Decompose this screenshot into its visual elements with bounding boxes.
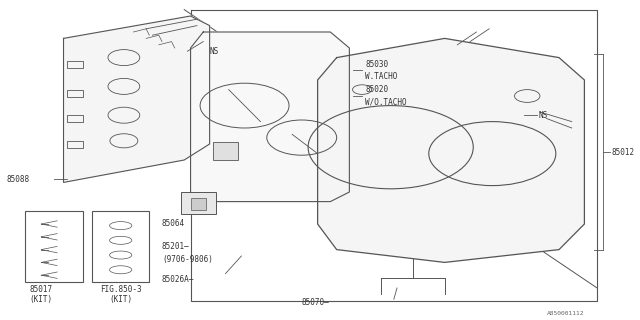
Bar xyxy=(67,141,83,148)
Bar xyxy=(92,211,149,282)
Text: (KIT): (KIT) xyxy=(109,295,132,304)
Text: (9706-9806): (9706-9806) xyxy=(162,255,213,264)
Text: NS: NS xyxy=(210,47,219,56)
Polygon shape xyxy=(63,16,210,182)
Text: (KIT): (KIT) xyxy=(29,295,53,304)
Text: W.TACHO: W.TACHO xyxy=(365,72,397,81)
Bar xyxy=(67,90,83,97)
Text: W/O.TACHO: W/O.TACHO xyxy=(365,98,407,107)
Text: 85030: 85030 xyxy=(365,60,388,68)
Text: FIG.850-3: FIG.850-3 xyxy=(100,285,141,294)
Bar xyxy=(181,192,216,214)
Bar xyxy=(67,61,83,68)
Bar xyxy=(67,115,83,122)
Text: 85012: 85012 xyxy=(612,148,635,156)
Text: 85201—: 85201— xyxy=(162,242,189,251)
Polygon shape xyxy=(317,38,584,262)
Text: 85064: 85064 xyxy=(162,220,185,228)
Bar xyxy=(213,142,238,160)
Text: NS: NS xyxy=(539,111,548,120)
Bar xyxy=(191,198,207,210)
Text: A850001112: A850001112 xyxy=(547,311,584,316)
Text: 85070—: 85070— xyxy=(301,298,330,307)
Polygon shape xyxy=(191,32,349,202)
Bar xyxy=(26,211,83,282)
Text: 85020: 85020 xyxy=(365,85,388,94)
Text: 85088: 85088 xyxy=(6,175,29,184)
Text: 85017: 85017 xyxy=(29,285,53,294)
Text: 85026A—: 85026A— xyxy=(162,276,195,284)
